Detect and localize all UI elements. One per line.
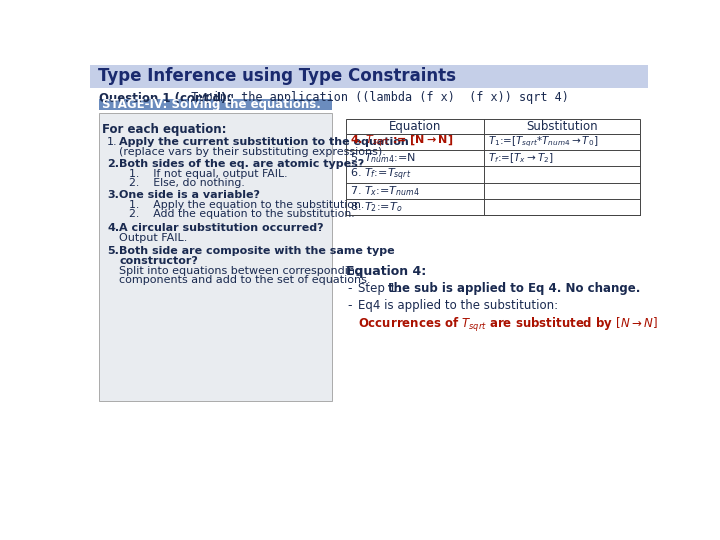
Text: $T_f$:=[$T_x$$\rightarrow$$T_2$]: $T_f$:=[$T_x$$\rightarrow$$T_2$]: [487, 151, 553, 165]
Text: Both side are composite with the same type: Both side are composite with the same ty…: [120, 246, 395, 256]
Text: 3.: 3.: [107, 190, 119, 200]
Text: Both sides of the eq. are atomic types?: Both sides of the eq. are atomic types?: [120, 159, 365, 168]
Text: 2.: 2.: [107, 159, 119, 168]
Bar: [99, 99, 332, 110]
Text: 4.: 4.: [107, 222, 120, 233]
Text: A circular substitution occurred?: A circular substitution occurred?: [120, 222, 324, 233]
Text: $T_1$:=[$T_{sqrt}$*$T_{num4}$$\rightarrow$$T_0$]: $T_1$:=[$T_{sqrt}$*$T_{num4}$$\rightarro…: [487, 135, 598, 150]
Text: Output FAIL.: Output FAIL.: [120, 233, 188, 242]
Text: components and add to the set of equations.: components and add to the set of equatio…: [120, 275, 371, 285]
Text: -: -: [347, 299, 352, 312]
Text: Eq4 is applied to the substitution:: Eq4 is applied to the substitution:: [358, 299, 558, 312]
Text: For each equation:: For each equation:: [102, 123, 227, 136]
Text: 1.: 1.: [107, 137, 117, 147]
Bar: [346, 119, 640, 134]
Text: (replace vars by their substituting expressions).: (replace vars by their substituting expr…: [120, 147, 387, 157]
Text: Question 1 (cont'd):: Question 1 (cont'd):: [99, 91, 232, 104]
Text: 5.: 5.: [107, 246, 119, 256]
Text: Typing the application ((lambda (f x)  (f x)) sqrt 4): Typing the application ((lambda (f x) (f…: [177, 91, 569, 104]
Text: constructor?: constructor?: [120, 256, 198, 266]
Text: 2.    Else, do nothing.: 2. Else, do nothing.: [129, 178, 245, 188]
Text: the sub is applied to Eq 4. No change.: the sub is applied to Eq 4. No change.: [387, 282, 640, 295]
Text: Apply the current substitution to the equation: Apply the current substitution to the eq…: [120, 137, 409, 147]
Text: 2.    Add the equation to the substitution.: 2. Add the equation to the substitution.: [129, 209, 354, 219]
Text: 8. $T_2$:=$T_o$: 8. $T_2$:=$T_o$: [350, 200, 402, 214]
Text: STAGE-IV: Solving the equations.: STAGE-IV: Solving the equations.: [102, 98, 321, 111]
Text: Substitution: Substitution: [526, 120, 598, 133]
Text: Type Inference using Type Constraints: Type Inference using Type Constraints: [98, 68, 456, 85]
Text: 4. $T_{sqrt}$ := $\mathbf{[N \rightarrow N]}$: 4. $T_{sqrt}$ := $\mathbf{[N \rightarrow…: [350, 134, 453, 150]
Bar: [90, 65, 648, 88]
Bar: [346, 134, 640, 215]
Text: Equation 4:: Equation 4:: [346, 265, 426, 278]
Text: 5. $T_{num4}$:=N: 5. $T_{num4}$:=N: [350, 151, 415, 165]
Text: -: -: [347, 282, 352, 295]
Text: Step 1:: Step 1:: [358, 282, 404, 295]
Text: 7. $T_x$:=$T_{num4}$: 7. $T_x$:=$T_{num4}$: [350, 184, 419, 198]
Text: 1.    Apply the equation to the substitution.: 1. Apply the equation to the substitutio…: [129, 200, 364, 210]
Text: Occurrences of $T_{sqrt}$ are substituted by $[N\rightarrow N]$: Occurrences of $T_{sqrt}$ are substitute…: [358, 316, 658, 334]
Bar: [99, 112, 332, 401]
Text: 6. $T_f$:=$T_{sqrt}$: 6. $T_f$:=$T_{sqrt}$: [350, 166, 411, 183]
Text: One side is a variable?: One side is a variable?: [120, 190, 261, 200]
Text: 1.    If not equal, output FAIL.: 1. If not equal, output FAIL.: [129, 168, 287, 179]
Text: Equation: Equation: [389, 120, 441, 133]
Text: Split into equations between corresponding: Split into equations between correspondi…: [120, 266, 363, 276]
